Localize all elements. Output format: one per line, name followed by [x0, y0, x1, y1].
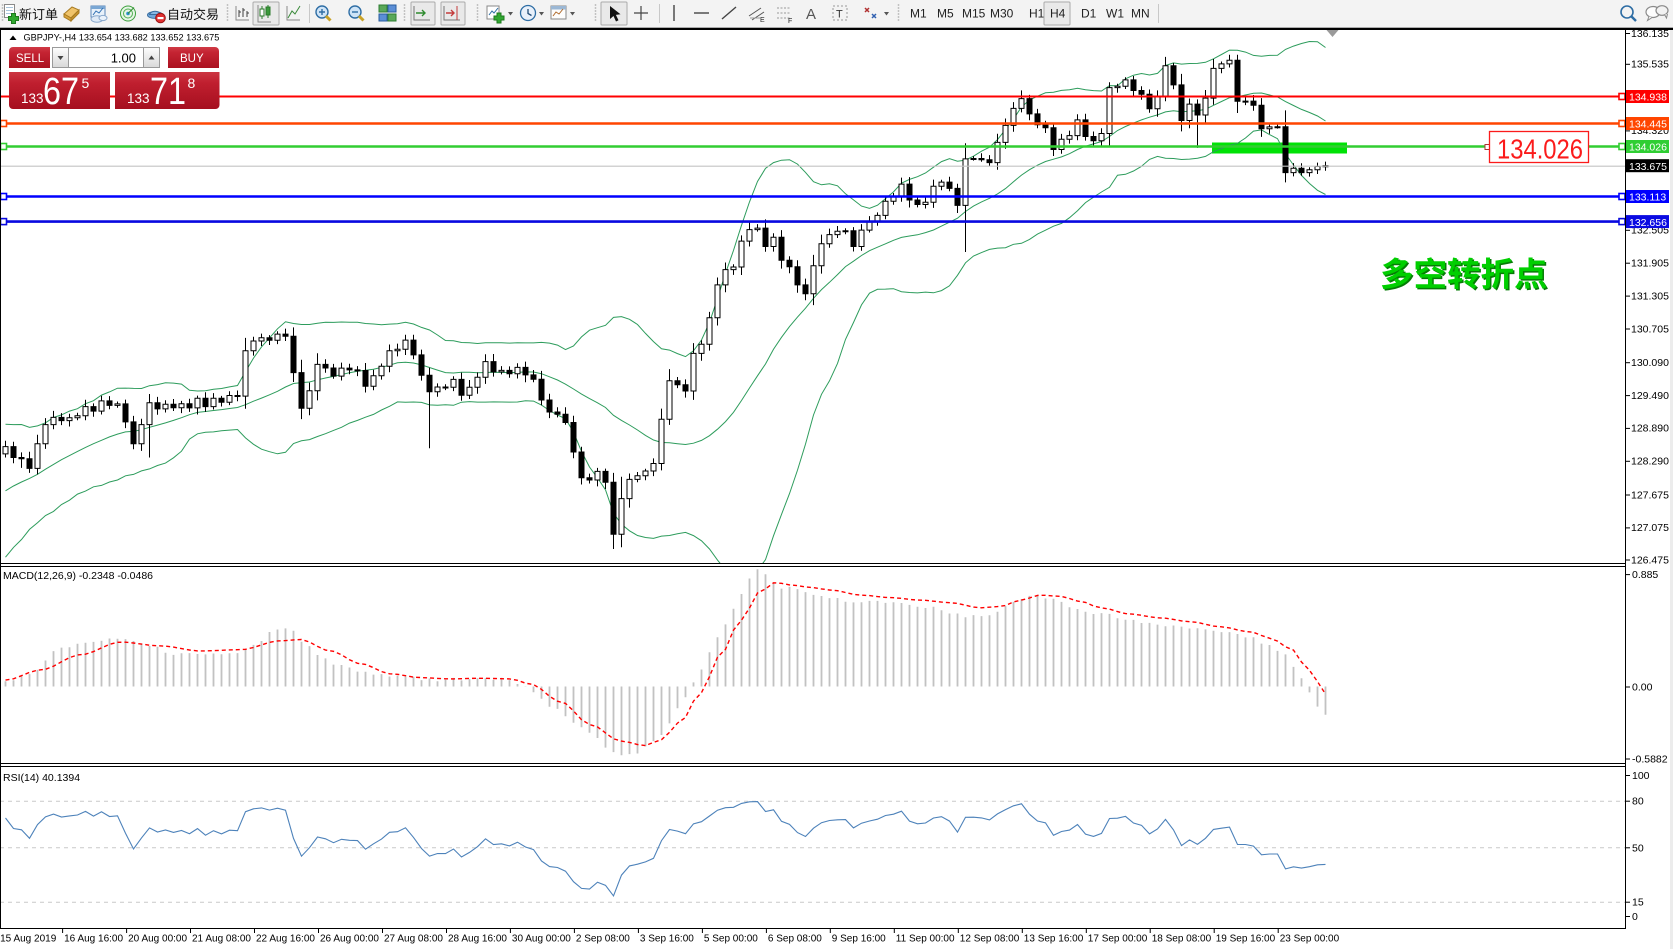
- svg-text:19 Sep 16:00: 19 Sep 16:00: [1216, 934, 1276, 945]
- svg-text:134.445: 134.445: [1629, 119, 1667, 131]
- svg-text:1.00: 1.00: [111, 51, 136, 66]
- svg-text:8: 8: [188, 75, 196, 91]
- svg-text:-0.5882: -0.5882: [1632, 754, 1668, 766]
- svg-text:28 Aug 16:00: 28 Aug 16:00: [448, 934, 507, 945]
- svg-text:126.475: 126.475: [1631, 554, 1669, 566]
- svg-text:132.656: 132.656: [1629, 217, 1667, 229]
- svg-text:80: 80: [1632, 796, 1644, 808]
- svg-text:H1: H1: [1029, 7, 1045, 21]
- svg-text:2 Sep 08:00: 2 Sep 08:00: [576, 934, 630, 945]
- svg-text:0.885: 0.885: [1632, 569, 1658, 581]
- svg-text:5 Sep 00:00: 5 Sep 00:00: [704, 934, 758, 945]
- svg-text:134.026: 134.026: [1497, 134, 1583, 165]
- svg-text:MACD(12,26,9) -0.2348 -0.0486: MACD(12,26,9) -0.2348 -0.0486: [3, 570, 153, 582]
- svg-text:18 Sep 08:00: 18 Sep 08:00: [1152, 934, 1212, 945]
- svg-text:M5: M5: [937, 7, 954, 21]
- svg-text:130.705: 130.705: [1631, 323, 1669, 335]
- svg-text:133.675: 133.675: [1629, 161, 1667, 173]
- svg-text:M1: M1: [910, 7, 927, 21]
- svg-text:71: 71: [150, 71, 186, 113]
- svg-text:H4: H4: [1050, 7, 1066, 21]
- svg-text:F: F: [788, 18, 792, 25]
- svg-text:131.305: 131.305: [1631, 290, 1669, 302]
- svg-text:22 Aug 16:00: 22 Aug 16:00: [256, 934, 315, 945]
- svg-text:127.075: 127.075: [1631, 522, 1669, 534]
- svg-text:129.490: 129.490: [1631, 390, 1669, 402]
- svg-text:26 Aug 00:00: 26 Aug 00:00: [320, 934, 379, 945]
- svg-text:23 Sep 00:00: 23 Sep 00:00: [1280, 934, 1340, 945]
- svg-text:17 Sep 00:00: 17 Sep 00:00: [1088, 934, 1148, 945]
- svg-text:5: 5: [82, 75, 90, 91]
- svg-text:MN: MN: [1131, 7, 1150, 21]
- svg-text:0.00: 0.00: [1632, 682, 1653, 694]
- svg-text:133: 133: [21, 91, 44, 106]
- svg-text:134.026: 134.026: [1629, 142, 1667, 154]
- svg-text:SELL: SELL: [16, 53, 45, 65]
- svg-text:30 Aug 00:00: 30 Aug 00:00: [512, 934, 571, 945]
- svg-text:9 Sep 16:00: 9 Sep 16:00: [832, 934, 886, 945]
- svg-text:12 Sep 08:00: 12 Sep 08:00: [960, 934, 1020, 945]
- svg-text:A: A: [806, 6, 816, 23]
- svg-text:T: T: [836, 9, 843, 21]
- svg-text:135.535: 135.535: [1631, 59, 1669, 71]
- svg-text:E: E: [760, 17, 765, 24]
- svg-text:GBPJPY-,H4 133.654 133.682 13: GBPJPY-,H4 133.654 133.682 133.652 133.6…: [24, 33, 220, 43]
- svg-text:M30: M30: [990, 7, 1014, 21]
- svg-text:50: 50: [1632, 842, 1644, 854]
- svg-text:100: 100: [1632, 770, 1650, 782]
- svg-text:131.905: 131.905: [1631, 258, 1669, 270]
- svg-text:134.938: 134.938: [1629, 92, 1667, 104]
- svg-text:15: 15: [1632, 897, 1644, 909]
- svg-text:16 Aug 16:00: 16 Aug 16:00: [64, 934, 123, 945]
- svg-text:128.290: 128.290: [1631, 456, 1669, 468]
- svg-text:D1: D1: [1081, 7, 1097, 21]
- svg-text:136.135: 136.135: [1631, 28, 1669, 40]
- svg-text:27 Aug 08:00: 27 Aug 08:00: [384, 934, 443, 945]
- svg-text:128.890: 128.890: [1631, 423, 1669, 435]
- svg-text:RSI(14) 40.1394: RSI(14) 40.1394: [3, 772, 80, 784]
- svg-text:6 Sep 08:00: 6 Sep 08:00: [768, 934, 822, 945]
- svg-text:67: 67: [43, 71, 79, 113]
- svg-text:133.113: 133.113: [1629, 192, 1666, 204]
- svg-text:133: 133: [127, 91, 150, 106]
- svg-text:3 Sep 16:00: 3 Sep 16:00: [640, 934, 694, 945]
- svg-text:0: 0: [1632, 911, 1638, 923]
- svg-text:BUY: BUY: [180, 53, 204, 65]
- svg-text:13 Sep 16:00: 13 Sep 16:00: [1024, 934, 1084, 945]
- svg-text:127.675: 127.675: [1631, 489, 1669, 501]
- svg-text:130.090: 130.090: [1631, 357, 1669, 369]
- svg-text:21 Aug 08:00: 21 Aug 08:00: [192, 934, 251, 945]
- svg-text:W1: W1: [1106, 7, 1124, 21]
- svg-text:11 Sep 00:00: 11 Sep 00:00: [896, 934, 955, 945]
- svg-text:M15: M15: [962, 7, 986, 21]
- svg-text:20 Aug 00:00: 20 Aug 00:00: [128, 934, 187, 945]
- svg-text:15 Aug 2019: 15 Aug 2019: [0, 934, 57, 945]
